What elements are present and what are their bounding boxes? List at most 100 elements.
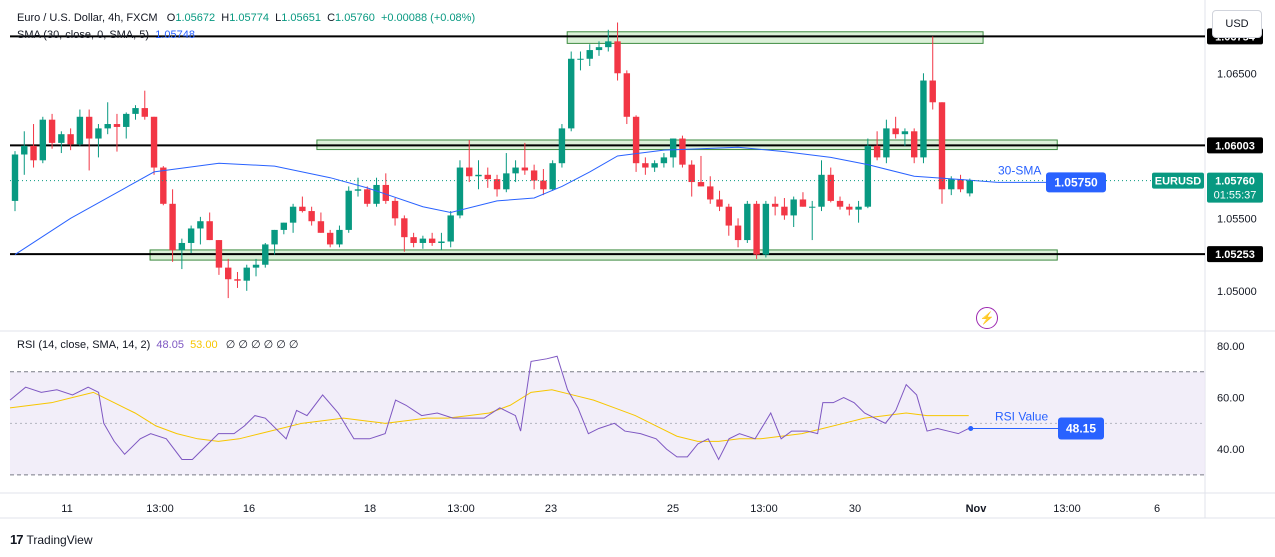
candle-body-down <box>540 180 547 190</box>
open-value: 1.05672 <box>175 12 216 24</box>
candle-body-up <box>512 167 519 174</box>
candle-body-up <box>744 203 751 241</box>
rsi-legend[interactable]: RSI (14, close, SMA, 14, 2) 48.05 53.00 … <box>17 338 299 351</box>
candle-body-down <box>401 218 408 238</box>
candle-body-down <box>48 119 56 143</box>
candle-body-down <box>85 116 93 139</box>
candle-body-down <box>707 186 714 200</box>
time-tick-label: 13:00 <box>146 503 174 515</box>
candle-body-up <box>948 179 955 190</box>
high-value: 1.05774 <box>229 12 269 24</box>
candle-body-down <box>781 206 788 216</box>
sma-legend[interactable]: SMA (30, close, 0, SMA, 5) 1.05748 <box>17 29 195 41</box>
candle-body-down <box>317 221 325 233</box>
symbol-tag <box>1152 172 1204 189</box>
candle-body-up <box>456 167 464 216</box>
rsi-tick-label: 80.00 <box>1217 341 1245 353</box>
candle-body-down <box>169 203 176 251</box>
price-tick-label: 1.05500 <box>1217 213 1257 225</box>
candle-body-up <box>883 128 890 158</box>
candle-body-up <box>419 238 427 243</box>
sma-annotation-value: 1.05750 <box>1054 175 1098 189</box>
candle-body-down <box>466 167 473 177</box>
time-tick-label: Nov <box>966 503 988 515</box>
candle-body-down <box>753 203 760 255</box>
candle-body-up <box>11 154 19 201</box>
candle-body-down <box>771 203 779 207</box>
low-value: 1.05651 <box>281 12 321 24</box>
candle-body-up <box>354 189 362 191</box>
candle-body-up <box>373 184 380 204</box>
candle-body-down <box>632 116 640 164</box>
time-tick-label: 18 <box>364 503 376 515</box>
rsi-annotation-badge <box>1058 417 1104 440</box>
candle-body-down <box>364 189 371 204</box>
rsi-ma-line <box>9 389 969 442</box>
candle-body-up <box>901 131 909 135</box>
close-label: C <box>327 12 336 24</box>
candle-body-up <box>39 119 47 161</box>
candle-body-down <box>929 80 936 103</box>
currency-button[interactable]: USD <box>1212 10 1262 38</box>
candle-body-down <box>623 73 631 117</box>
candle-body-up <box>660 157 668 164</box>
candle-body-up <box>966 180 974 194</box>
time-tick-label: 25 <box>667 503 679 515</box>
candle-body-down <box>382 184 389 201</box>
tradingview-brand: TradingView <box>26 532 93 547</box>
time-tick-label: 23 <box>545 503 557 515</box>
candle-body-up <box>132 108 139 114</box>
time-tick-label: 13:00 <box>447 503 475 515</box>
candle-body-up <box>809 206 816 208</box>
candle-body-up <box>271 229 278 245</box>
main-legend: Euro / U.S. Dollar, 4h, FXCM O1.05672 H1… <box>17 12 475 24</box>
rsi-legend-label: RSI (14, close, SMA, 14, 2) <box>17 339 151 351</box>
symbol-title[interactable]: Euro / U.S. Dollar, 4h, FXCM <box>17 12 158 24</box>
candle-body-up <box>864 145 872 207</box>
rsi-tick-label: 40.00 <box>1217 444 1245 456</box>
candle-body-up <box>76 116 84 145</box>
candle-body-down <box>234 279 241 281</box>
candle-body-up <box>197 221 204 229</box>
candle-body-up <box>345 190 352 230</box>
candle-body-down <box>493 179 501 190</box>
candle-body-up <box>818 174 825 207</box>
rsi-line <box>9 355 969 461</box>
candle-body-down <box>113 124 121 127</box>
sr-zone <box>566 31 984 44</box>
rsi-tick-label: 60.00 <box>1217 393 1245 405</box>
candle-body-up <box>669 138 677 158</box>
candle-body-down <box>679 138 686 165</box>
candle-body-down <box>30 145 37 161</box>
time-tick-label: 13:00 <box>750 503 778 515</box>
candle-body-down <box>716 199 723 207</box>
candle-body-up <box>447 215 454 242</box>
candle-body-down <box>827 174 834 201</box>
bolt-icon[interactable]: ⚡ <box>976 307 998 329</box>
candle-body-up <box>790 199 797 216</box>
rsi-annotation-value: 48.15 <box>1066 421 1096 435</box>
time-tick-label: 16 <box>243 503 255 515</box>
candle-body-down <box>160 167 167 204</box>
candle-body-down <box>799 199 807 207</box>
candle-body-down <box>428 238 436 243</box>
candle-body-up <box>549 163 556 190</box>
candle-body-down <box>688 164 695 183</box>
sma-line <box>14 146 998 255</box>
rsi-ma-legend-value: 53.00 <box>190 339 218 351</box>
candle-body-up <box>558 128 566 164</box>
candle-body-down <box>215 240 223 268</box>
sma-annotation-text: 30-SMA <box>998 163 1041 177</box>
low-label: L <box>275 12 282 24</box>
rsi-legend-placeholders: ∅ ∅ ∅ ∅ ∅ ∅ <box>225 339 299 351</box>
time-tick-label: 30 <box>849 503 861 515</box>
last-price-label: 1.05760 <box>1215 176 1255 188</box>
tradingview-footer[interactable]: 17 TradingView <box>10 532 93 547</box>
time-tick-label: 6 <box>1154 503 1160 515</box>
candle-body-up <box>21 145 28 155</box>
symbol-tag-label: EURUSD <box>1155 176 1202 188</box>
candle-body-down <box>910 131 918 158</box>
candle-body-down <box>150 116 158 168</box>
candle-body-up <box>280 222 288 230</box>
